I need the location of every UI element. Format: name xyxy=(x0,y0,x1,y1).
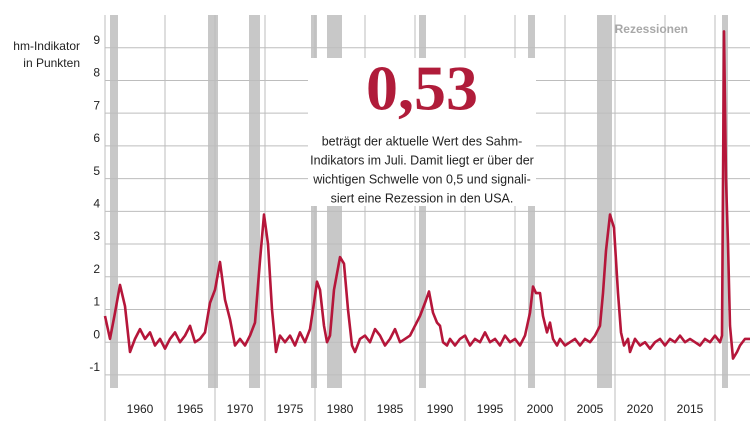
recession-band xyxy=(208,15,218,388)
x-tick-label: 1975 xyxy=(277,402,304,416)
y-tick-label: 3 xyxy=(93,229,100,243)
headline: 0,53 xyxy=(366,53,478,124)
annotation-line: beträgt der aktuelle Wert des Sahm- xyxy=(322,134,523,148)
x-tick-label: 1990 xyxy=(427,402,454,416)
y-axis-label: in Punkten xyxy=(23,56,80,70)
x-tick-label: 2005 xyxy=(577,402,604,416)
y-tick-label: -1 xyxy=(89,360,100,374)
annotation-line: Indikators im Juli. Damit liegt er über … xyxy=(310,153,534,167)
recession-band xyxy=(597,15,612,388)
y-tick-label: 4 xyxy=(93,196,100,210)
y-tick-label: 5 xyxy=(93,164,100,178)
annotation-box xyxy=(308,58,536,206)
x-tick-label: 1985 xyxy=(377,402,404,416)
plot xyxy=(103,30,750,360)
y-tick-label: 6 xyxy=(93,131,100,145)
x-tick-label: 1995 xyxy=(477,402,504,416)
x-tick-label: 1965 xyxy=(177,402,204,416)
y-tick-label: 8 xyxy=(93,66,100,80)
x-tick-label: 1960 xyxy=(127,402,154,416)
annotation-line: siert eine Rezession in den USA. xyxy=(331,191,514,205)
y-tick-label: 0 xyxy=(93,327,100,341)
y-axis-label: hm-Indikator xyxy=(13,39,80,53)
annotation-line: wichtigen Schwelle von 0,5 und signali- xyxy=(312,172,531,186)
recession-band xyxy=(722,15,728,388)
recession-band xyxy=(110,15,118,388)
x-tick-label: 2015 xyxy=(677,402,704,416)
x-tick-label: 1980 xyxy=(327,402,354,416)
x-tick-label: 2000 xyxy=(527,402,554,416)
y-tick-label: 9 xyxy=(93,33,100,47)
y-tick-label: 2 xyxy=(93,262,100,276)
x-tick-label: 2020 xyxy=(627,402,654,416)
x-tick-label: 1970 xyxy=(227,402,254,416)
y-tick-label: 1 xyxy=(93,295,100,309)
recession-band xyxy=(249,15,260,388)
y-tick-label: 7 xyxy=(93,98,100,112)
data-line xyxy=(103,30,750,360)
recession-legend: Rezessionen xyxy=(615,22,688,36)
